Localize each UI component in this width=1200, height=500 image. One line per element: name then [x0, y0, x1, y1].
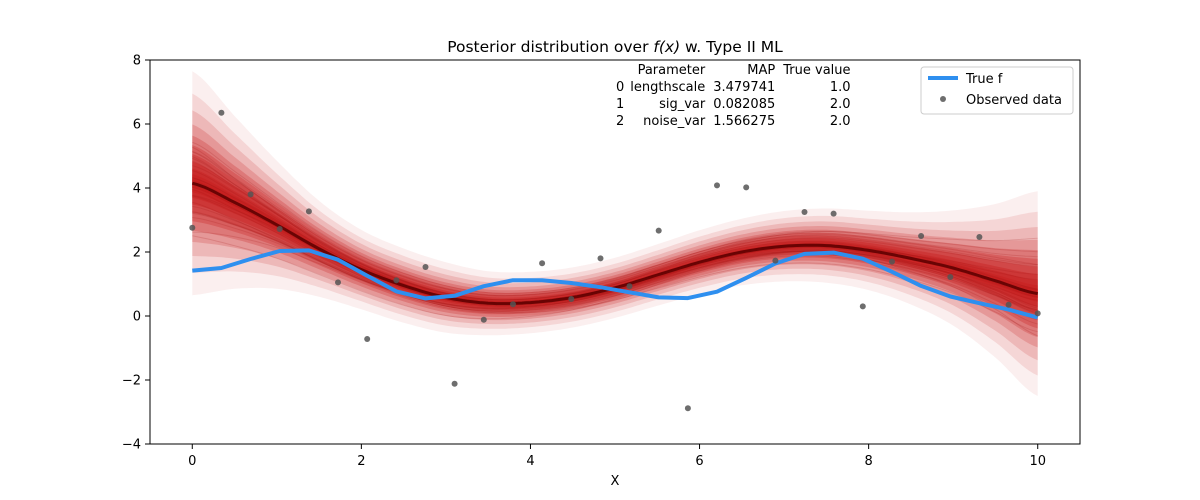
table-row: 1 sig_var 0.082085 2.0 [612, 96, 855, 113]
observed-point [480, 316, 487, 323]
row-parameter: lengthscale [630, 80, 706, 95]
x-tick-label: 0 [188, 454, 196, 469]
legend-observed-label: Observed data [966, 93, 1062, 108]
x-axis-ticks: 0 2 4 6 8 10 [188, 444, 1046, 469]
posterior-sample-curve [192, 235, 1038, 320]
posterior-sample-curve [192, 188, 1038, 305]
observed-point [772, 257, 779, 264]
posterior-ribbon [192, 93, 1038, 376]
posterior-ribbon [192, 145, 1038, 329]
legend-observed-swatch [940, 96, 946, 102]
y-tick-label: 6 [133, 118, 141, 133]
observed-point [189, 224, 196, 231]
chart-title-suffix: w. Type II ML [680, 38, 783, 56]
posterior-sample-curve [192, 177, 1038, 301]
observed-point [1034, 310, 1041, 317]
row-map: 0.082085 [713, 97, 776, 112]
observed-point [510, 301, 516, 308]
observed-point [801, 209, 808, 215]
observed-point [684, 405, 691, 412]
x-axis-label: X [611, 474, 620, 489]
observed-point [539, 260, 546, 267]
row-map: 3.479741 [713, 80, 776, 95]
observed-point [947, 274, 954, 280]
observed-point [1005, 301, 1012, 308]
legend: True f Observed data [920, 66, 1074, 115]
observed-points-layer [189, 109, 1041, 412]
posterior-sample-curve [192, 151, 1038, 297]
chart-title-fx: f(x) [653, 38, 680, 56]
chart-title-prefix: Posterior distribution over [447, 38, 653, 56]
header-true-value: True value [783, 63, 851, 78]
row-parameter: sig_var [659, 97, 706, 112]
y-tick-label: −4 [122, 438, 141, 453]
observed-point [276, 226, 283, 232]
x-tick-label: 8 [864, 454, 872, 469]
row-parameter: noise_var [643, 114, 706, 129]
observed-point [859, 303, 866, 310]
y-tick-label: 0 [133, 310, 141, 325]
x-tick-label: 10 [1029, 454, 1046, 469]
observed-point [451, 380, 458, 387]
posterior-sample-curve [192, 160, 1038, 301]
observed-point [568, 296, 575, 302]
y-axis-ticks: −4 −2 0 2 4 6 8 [122, 54, 150, 453]
row-map: 1.566275 [713, 114, 776, 129]
observed-point [393, 277, 400, 284]
y-tick-label: 8 [133, 54, 141, 69]
true-f-line [192, 248, 1039, 320]
posterior-sample-curve [192, 201, 1038, 314]
posterior-sample-curve [192, 141, 1038, 294]
observed-point [918, 233, 925, 239]
row-true-value: 2.0 [829, 97, 851, 112]
posterior-ribbon [192, 71, 1038, 396]
observed-point [597, 255, 604, 262]
row-index: 1 [616, 97, 625, 112]
observed-point [714, 182, 720, 189]
posterior-ribbon [192, 154, 1038, 321]
observed-point [743, 184, 750, 191]
observed-point [335, 279, 341, 286]
observed-point [889, 258, 895, 265]
observed-point [218, 109, 225, 116]
row-true-value: 1.0 [829, 80, 851, 95]
parameter-table-header: Parameter MAP True value [612, 62, 855, 79]
posterior-sample-curve [192, 146, 1038, 301]
x-tick-label: 2 [357, 454, 365, 469]
posterior-sample-curve [192, 211, 1038, 325]
legend-true-f-label: True f [965, 72, 1003, 87]
observed-point [247, 191, 254, 198]
table-row: 0 lengthscale 3.479741 1.0 [612, 79, 855, 96]
observed-point [364, 336, 371, 342]
series-line-layer [192, 248, 1039, 320]
legend-box [920, 66, 1074, 115]
posterior-ribbon [192, 110, 1038, 361]
observed-point [830, 210, 837, 217]
y-tick-label: 2 [133, 246, 141, 261]
observed-point [626, 283, 633, 290]
observed-point [422, 264, 429, 270]
parameter-table: Parameter MAP True value 0 lengthscale 3… [612, 62, 855, 130]
x-tick-label: 4 [526, 454, 534, 469]
chart-title: Posterior distribution over f(x) w. Type… [447, 38, 783, 56]
posterior-sample-curve [192, 205, 1038, 311]
header-index [612, 62, 626, 79]
header-map: MAP [747, 63, 776, 78]
y-tick-label: 4 [133, 182, 141, 197]
table-row: 2 noise_var 1.566275 2.0 [612, 113, 855, 130]
posterior-sample-curve [192, 211, 1038, 315]
header-parameter: Parameter [637, 63, 706, 78]
posterior-sample-curve [192, 150, 1038, 296]
observed-point [976, 234, 983, 240]
observed-point [305, 208, 312, 215]
observed-point [655, 227, 662, 234]
row-index: 2 [616, 114, 625, 129]
y-tick-label: −2 [122, 374, 141, 389]
row-index: 0 [616, 80, 625, 95]
posterior-ribbon [192, 161, 1038, 314]
row-true-value: 2.0 [829, 114, 851, 129]
x-tick-label: 6 [695, 454, 703, 469]
